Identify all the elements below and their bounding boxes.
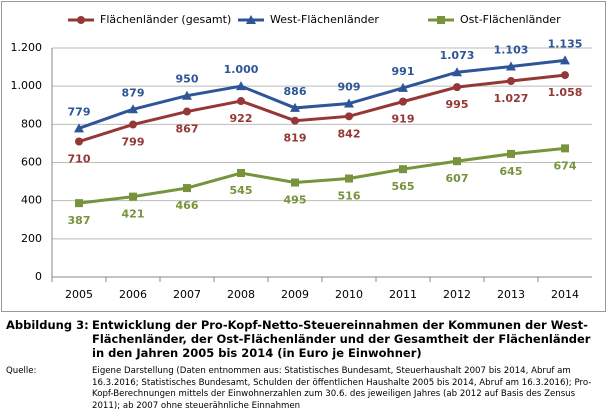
data-label: 516 <box>338 190 361 203</box>
point <box>344 98 354 108</box>
point <box>237 97 245 106</box>
data-label: 919 <box>392 113 415 126</box>
data-label: 799 <box>122 136 145 149</box>
point <box>398 82 408 92</box>
caption-text: Entwicklung der Pro-Kopf-Netto-Steuerein… <box>92 318 591 360</box>
data-label: 1.000 <box>224 63 259 76</box>
point <box>237 168 245 177</box>
chart: 0 200 400 600 800 1.000 1.200 2005 2006 2007 2008 2… <box>1 1 606 312</box>
data-label: 995 <box>446 98 469 111</box>
point <box>129 120 137 129</box>
y-tick-label: 600 <box>21 156 42 169</box>
y-tick-label: 1.200 <box>11 41 43 54</box>
data-label: 1.073 <box>440 49 475 62</box>
source-text: Eigene Darstellung (Daten entnommen aus:… <box>92 366 592 411</box>
point <box>290 102 300 112</box>
data-label: 495 <box>284 194 307 207</box>
x-tick-label: 2008 <box>227 288 255 301</box>
point <box>507 149 515 158</box>
point <box>183 184 191 193</box>
data-label: 1.058 <box>548 86 583 99</box>
data-label: 421 <box>122 208 145 221</box>
point <box>507 77 515 86</box>
data-label: 674 <box>554 159 577 172</box>
data-label: 886 <box>284 85 307 98</box>
x-tick-label: 2007 <box>173 288 201 301</box>
data-label: 879 <box>122 86 145 99</box>
point <box>75 199 83 208</box>
y-tick-label: 0 <box>35 270 42 283</box>
point <box>561 71 569 80</box>
point <box>236 81 246 91</box>
legend-label: West-Flächenländer <box>270 13 379 26</box>
data-label: 645 <box>500 165 523 178</box>
point <box>182 90 192 100</box>
data-label: 1.027 <box>494 92 529 105</box>
data-label: 867 <box>176 123 199 136</box>
point <box>345 174 353 183</box>
point <box>183 107 191 116</box>
series-line <box>78 146 566 205</box>
x-tick-label: 2011 <box>389 288 417 301</box>
data-label: 565 <box>392 180 415 193</box>
data-label: 1.103 <box>494 44 529 57</box>
x-tick-label: 2012 <box>443 288 471 301</box>
data-label: 950 <box>176 73 199 86</box>
point <box>291 116 299 125</box>
legend-marker <box>437 16 445 24</box>
x-tick-label: 2013 <box>497 288 525 301</box>
point <box>453 157 461 166</box>
data-label: 842 <box>338 127 361 140</box>
legend-marker <box>246 15 256 24</box>
chart-frame <box>1 1 606 312</box>
point <box>74 123 84 133</box>
x-tick-label: 2010 <box>335 288 363 301</box>
caption-label: Abbildung 3: <box>6 318 89 332</box>
source-label: Quelle: <box>6 366 37 376</box>
data-label: 922 <box>230 112 253 125</box>
data-label: 819 <box>284 132 307 145</box>
x-tick-label: 2005 <box>65 288 93 301</box>
point <box>345 112 353 121</box>
data-label: 909 <box>338 81 361 94</box>
series-line <box>78 73 566 143</box>
x-tick-label: 2009 <box>281 288 309 301</box>
y-tick-label: 200 <box>21 232 42 245</box>
data-label: 991 <box>392 65 415 78</box>
point <box>128 104 138 114</box>
point <box>399 97 407 106</box>
point <box>75 137 83 146</box>
y-tick-label: 400 <box>21 194 42 207</box>
data-label: 779 <box>68 105 91 118</box>
data-label: 1.135 <box>548 37 583 50</box>
point <box>452 67 462 77</box>
y-tick-label: 800 <box>21 117 42 130</box>
legend-label: Ost-Flächenländer <box>460 13 561 26</box>
point <box>560 55 570 65</box>
point <box>506 61 516 71</box>
legend-marker <box>77 16 85 24</box>
x-tick-label: 2014 <box>551 288 579 301</box>
series-line <box>78 58 566 130</box>
y-tick-label: 1.000 <box>11 79 43 92</box>
data-label: 710 <box>68 153 91 166</box>
point <box>453 83 461 92</box>
data-label: 387 <box>68 214 91 227</box>
legend-label: Flächenländer (gesamt) <box>100 13 231 26</box>
point <box>561 144 569 153</box>
point <box>399 165 407 174</box>
data-label: 607 <box>446 172 469 185</box>
data-label: 545 <box>230 184 253 197</box>
x-tick-label: 2006 <box>119 288 147 301</box>
point <box>129 192 137 201</box>
point <box>291 178 299 187</box>
data-label: 466 <box>176 199 199 212</box>
